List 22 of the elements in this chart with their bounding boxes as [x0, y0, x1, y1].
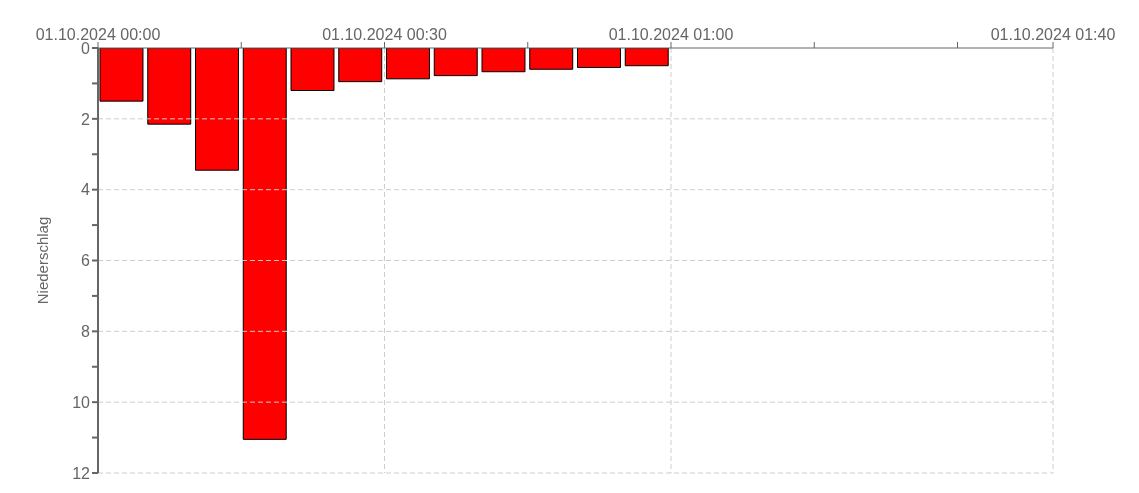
x-tick-label: 01.10.2024 01:40 — [990, 26, 1116, 43]
bar — [386, 48, 430, 80]
bar — [338, 48, 383, 83]
bar — [529, 48, 574, 70]
y-tick-label: 8 — [81, 323, 91, 341]
bar — [290, 48, 335, 91]
bar — [242, 48, 287, 440]
y-tick-label: 2 — [81, 110, 91, 128]
bar — [147, 48, 192, 125]
bar — [433, 48, 478, 77]
x-tick-label: 01.10.2024 00:30 — [322, 26, 447, 43]
x-tick-label: 01.10.2024 01:00 — [608, 26, 734, 43]
bar — [577, 48, 621, 68]
bar — [624, 48, 669, 67]
y-tick-label: 6 — [81, 252, 91, 270]
bar — [481, 48, 526, 73]
bar — [99, 48, 144, 102]
bar — [195, 48, 239, 171]
y-axis-title: Niederschlag — [34, 216, 52, 305]
y-tick-label: 4 — [81, 181, 91, 199]
y-tick-label: 12 — [72, 464, 91, 482]
y-tick-label: 10 — [72, 393, 91, 411]
